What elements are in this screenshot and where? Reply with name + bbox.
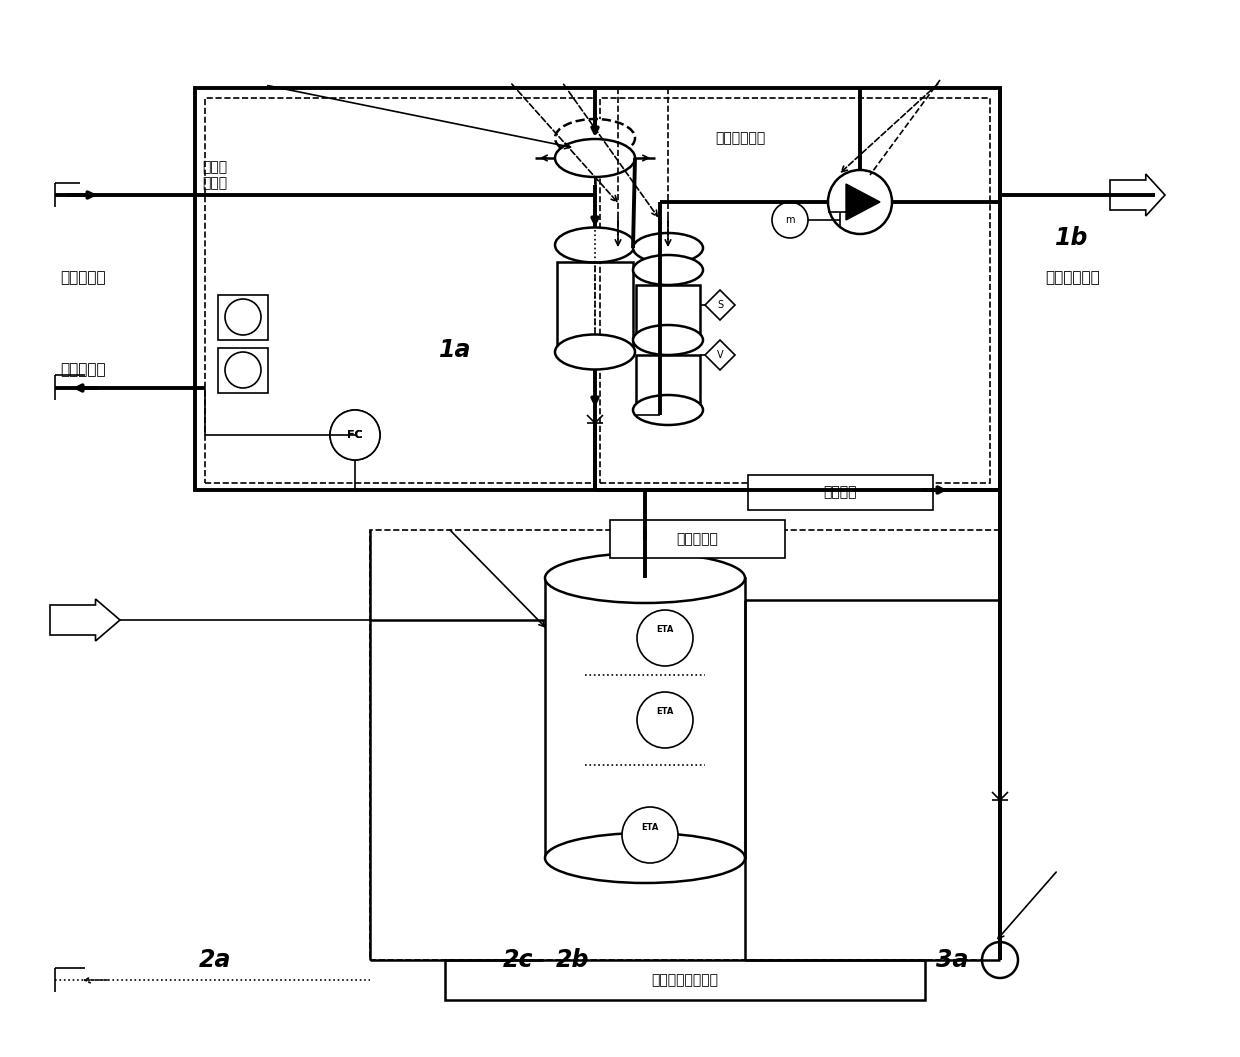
Text: 返回精馏塔: 返回精馏塔 [60,363,105,377]
Text: 3a: 3a [936,948,968,972]
Bar [546,578,745,858]
Circle shape [637,692,693,748]
Bar [195,88,999,490]
Bar [218,295,268,340]
Circle shape [224,352,260,388]
Polygon shape [706,340,735,370]
Text: 换热工质进: 换热工质进 [676,532,718,546]
Circle shape [224,299,260,335]
Ellipse shape [632,255,703,285]
Text: FC: FC [347,430,363,440]
Bar [636,285,701,340]
Text: FC: FC [347,430,363,440]
Bar [600,98,990,483]
Text: 塔顶换
热系统: 塔顶换 热系统 [202,160,228,190]
Polygon shape [50,599,120,641]
Text: 压缩升温系统: 压缩升温系统 [715,131,765,145]
Text: m: m [785,215,795,225]
Ellipse shape [556,227,635,262]
Circle shape [622,806,678,863]
Text: 换热工质储存系统: 换热工质储存系统 [651,973,718,987]
Circle shape [330,410,379,460]
Bar [445,960,925,1000]
Polygon shape [846,184,880,220]
Text: 2a: 2a [198,948,231,972]
Text: 2c: 2c [502,948,533,972]
Bar [205,98,595,483]
Bar [636,355,701,410]
Ellipse shape [546,833,745,883]
Text: 2b: 2b [556,948,589,972]
Text: 1a: 1a [439,338,471,361]
Text: 去塔釜再沸器: 去塔釜再沸器 [1045,271,1100,285]
Circle shape [828,170,892,234]
Bar [557,262,632,352]
Ellipse shape [556,119,635,157]
Bar [610,520,785,558]
Text: 来自精馏塔: 来自精馏塔 [60,271,105,285]
Ellipse shape [632,233,703,263]
Circle shape [982,942,1018,978]
Bar [218,348,268,393]
Bar [370,530,999,960]
Text: 塔顶采出: 塔顶采出 [823,485,857,499]
Text: ETA: ETA [656,707,673,717]
Circle shape [773,202,808,238]
Text: ETA: ETA [656,626,673,634]
Circle shape [637,610,693,666]
Text: S: S [717,300,723,310]
Polygon shape [706,290,735,320]
Ellipse shape [556,334,635,370]
Polygon shape [1110,174,1166,216]
Circle shape [330,410,379,460]
Bar [748,475,932,509]
Text: ETA: ETA [641,822,658,832]
Text: 1b: 1b [1055,226,1089,251]
Ellipse shape [632,324,703,355]
Ellipse shape [632,395,703,425]
Ellipse shape [546,553,745,602]
Ellipse shape [556,140,635,177]
Text: V: V [717,350,723,360]
